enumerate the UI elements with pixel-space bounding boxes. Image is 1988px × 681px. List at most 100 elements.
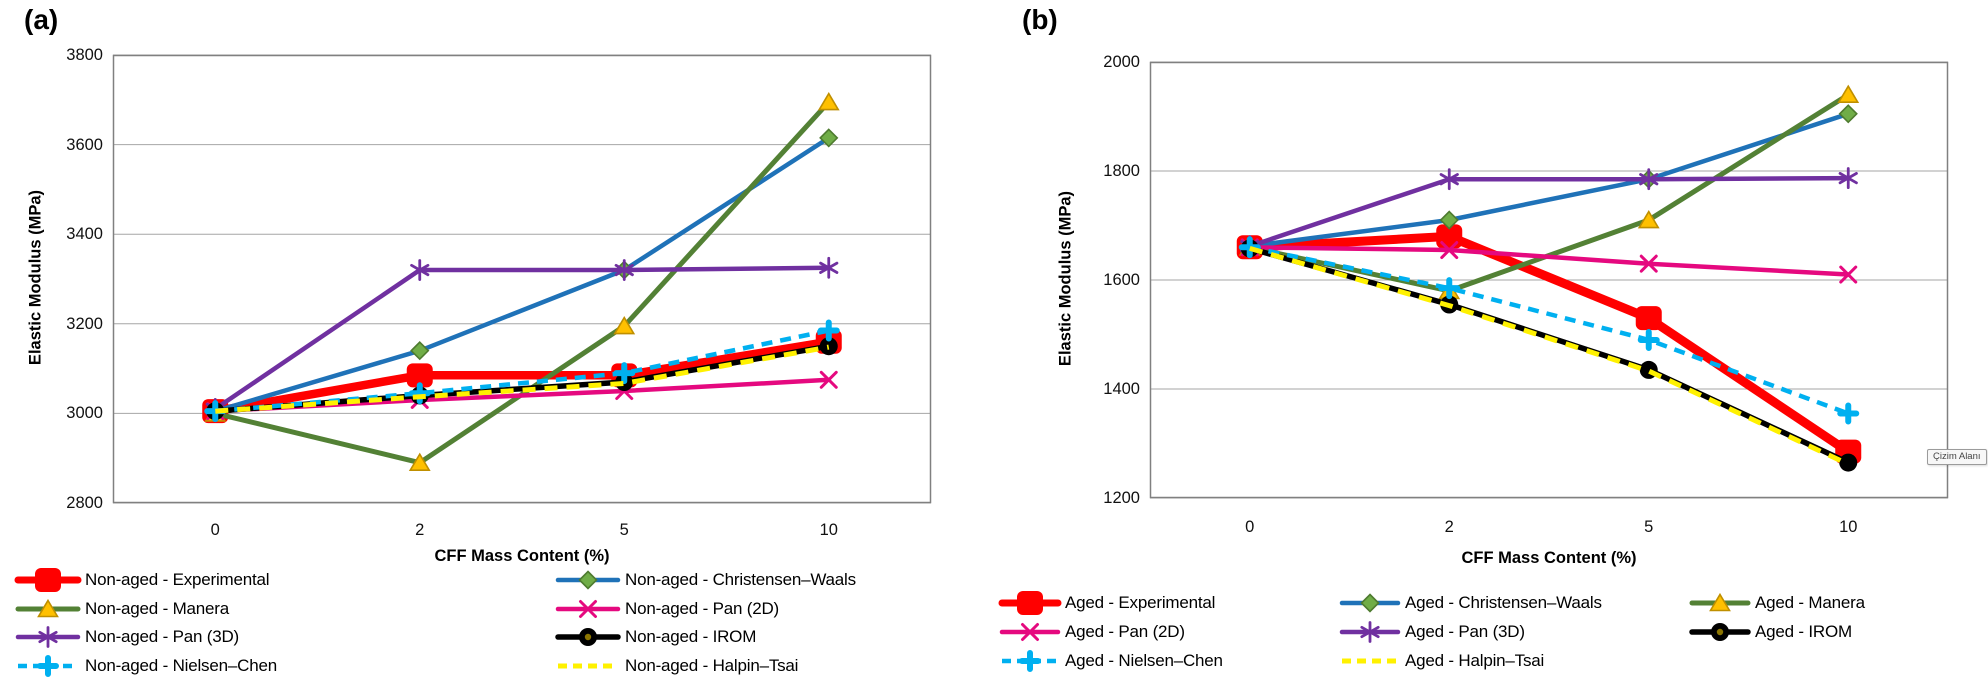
legend-label: Non-aged - Experimental [85,570,270,589]
legend-label: Aged - Pan (2D) [1065,622,1185,641]
x-tick-label: 10 [1839,518,1858,536]
marker-square [1635,306,1662,331]
y-tick-label: 2000 [1103,53,1140,71]
legend-item-aged-nielsen-chen: Aged - Nielsen–Chen [1000,649,1223,673]
legend-item-non-aged-halpin-tsai: Non-aged - Halpin–Tsai [556,654,798,678]
marker-triangle [37,598,59,617]
series-line-aged-nielsen-chen [1249,245,1850,416]
y-tick-label: 2800 [66,494,103,512]
marker-triangle [408,452,431,471]
legend-label: Aged - Nielsen–Chen [1065,651,1223,670]
y-tick-label: 3400 [66,225,103,244]
marker-diamond [410,341,430,361]
marker-diamond [1360,593,1380,613]
panel-label-b: (b) [1022,4,1058,35]
legend-marker-triangle-icon [1689,592,1751,612]
y-tick-label: 1600 [1103,271,1140,289]
marker-circle-dot [1716,628,1724,636]
marker-circle-dot [584,633,592,641]
marker-x [1021,623,1039,641]
legend-marker-plus-icon [18,654,78,677]
legend-marker-asterisk-icon [1339,621,1401,643]
legend-marker-square-icon [998,591,1062,615]
legend-marker-square-icon [14,568,82,592]
legend-label: Aged - Halpin–Tsai [1405,651,1545,670]
legend-item-non-aged-irom: Non-aged - IROM [555,625,756,649]
x-tick-label: 2 [415,521,425,539]
panel-label-a: (a) [24,4,59,35]
legend-marker-circle-icon [1689,623,1751,641]
x-tick-label: 0 [1245,518,1255,536]
marker-x [1839,265,1858,284]
legend-label: Non-aged - Pan (2D) [625,598,779,618]
x-tick-label: 10 [819,521,838,539]
series-line-aged-manera [1247,92,1851,294]
legend-item-aged-pan-2d: Aged - Pan (2D) [999,620,1185,644]
series-line-aged-christensen-waals [1247,111,1851,249]
plot-area-aged[interactable] [1149,61,1949,499]
marker-triangle [817,91,840,111]
x-tick-label: 5 [619,521,629,539]
series-line-non-aged-halpin-tsai [215,344,830,414]
x-tick-label: 5 [1644,518,1654,536]
series-line-aged-halpin-tsai [1249,245,1850,467]
y-tick-label: 3000 [66,404,103,423]
y-tick-label: 3600 [66,135,103,154]
marker-diamond [1439,210,1459,230]
plot-frame [1149,61,1949,499]
legend-label: Non-aged - Halpin–Tsai [625,655,799,675]
marker-asterisk [1360,621,1380,643]
legend-item-non-aged-nielsen-chen: Non-aged - Nielsen–Chen [16,654,277,678]
plot-frame [112,54,932,504]
marker-asterisk [819,256,839,279]
marker-x [819,370,838,389]
y-axis-title: Elastic Modulus (MPa) [26,189,45,366]
marker-triangle [1709,592,1731,612]
marker-diamond [819,128,839,148]
series-markers-aged-nielsen-chen [1238,236,1860,425]
legend-label: Non-aged - Christensen–Waals [625,570,856,589]
series-line-non-aged-nielsen-chen [215,328,830,414]
marker-plus [1019,650,1041,672]
marker-circle [819,337,838,356]
marker-square [35,568,61,592]
series-line-aged-experimental [1245,231,1853,457]
legend-marker-plus-icon [1002,650,1058,672]
marker-x [579,599,597,618]
legend-marker-x-icon [999,623,1061,641]
y-tick-label: 3200 [66,314,103,333]
marker-x [1639,254,1658,273]
plot-area-non-aged[interactable] [112,54,932,504]
marker-asterisk [1838,167,1858,189]
legend-item-aged-pan-3d: Aged - Pan (3D) [1339,620,1525,644]
legend-marker-circle-icon [555,628,621,646]
y-tick-label: 1800 [1103,162,1140,180]
marker-plus [613,362,636,385]
legend-item-aged-irom: Aged - IROM [1689,620,1852,644]
legend-item-aged-experimental: Aged - Experimental [998,591,1215,615]
x-tick-label: 2 [1444,518,1454,536]
x-axis-title: CFF Mass Content (%) [1461,549,1637,567]
series-line-non-aged-christensen-waals [213,135,832,414]
legend-label: Aged - Manera [1755,593,1865,612]
marker-plus [1637,328,1660,351]
x-tick-label: 0 [210,521,220,539]
series-line-non-aged-experimental [211,337,834,416]
marker-plus [1238,236,1261,259]
legend-marker-asterisk-icon [15,626,81,648]
legend-marker-diamond-icon [555,570,621,590]
legend-item-non-aged-pan-3d: Non-aged - Pan (3D) [15,625,239,649]
legend-item-non-aged-experimental: Non-aged - Experimental [14,568,270,592]
series-line-non-aged-manera [212,99,832,466]
legend-label: Non-aged - Nielsen–Chen [85,655,277,675]
marker-square [1017,591,1043,615]
legend-label: Aged - Christensen–Waals [1405,593,1602,612]
legend-item-non-aged-christensen-waals: Non-aged - Christensen–Waals [555,568,856,592]
marker-triangle [1637,209,1660,229]
plot-area-tooltip: Çizim Alanı [1927,449,1987,465]
y-axis-title: Elastic Modulus (MPa) [1056,190,1075,367]
x-axis-title: CFF Mass Content (%) [434,547,610,565]
legend-item-aged-manera: Aged - Manera [1689,591,1865,615]
series-line-aged-pan-3d [1247,175,1851,249]
legend-label: Non-aged - Pan (3D) [85,627,239,646]
